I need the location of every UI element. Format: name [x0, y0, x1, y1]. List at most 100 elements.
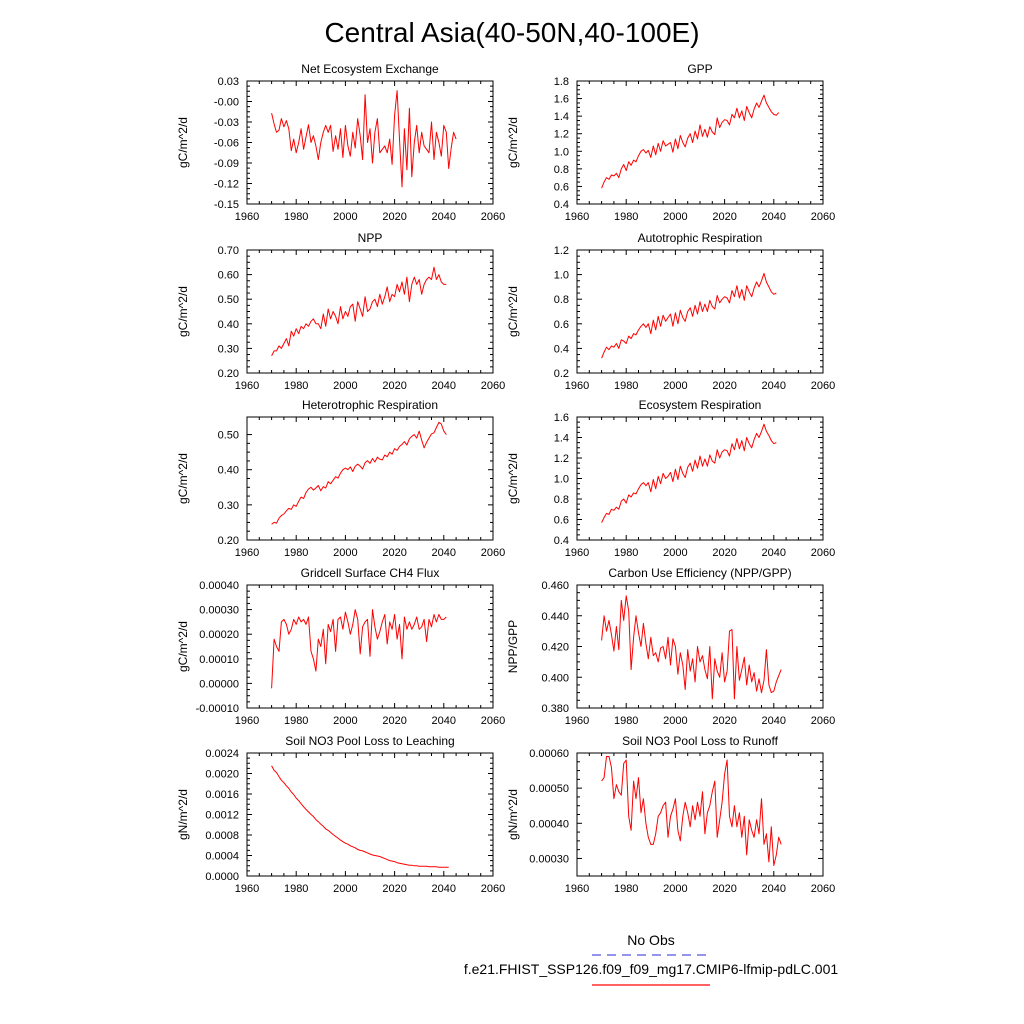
y-tick-label: 1.6 — [554, 94, 569, 106]
x-tick-label: 2020 — [382, 715, 406, 727]
x-tick-label: 2020 — [712, 883, 736, 895]
y-tick-label: -0.09 — [214, 158, 239, 170]
series-line — [601, 94, 780, 189]
x-tick-label: 1960 — [235, 380, 259, 392]
y-tick-label: 0.40 — [218, 319, 239, 331]
x-tick-label: 2060 — [481, 715, 505, 727]
x-tick-label: 2040 — [762, 547, 786, 559]
y-tick-label: 0.440 — [541, 611, 569, 623]
x-tick-label: 1960 — [565, 547, 589, 559]
x-tick-label: 2060 — [811, 883, 835, 895]
y-tick-label: 0.4 — [554, 199, 569, 211]
y-tick-label: 0.8 — [554, 494, 569, 506]
legend: No Obs f.e21.FHIST_SSP126.f09_f09_mg17.C… — [464, 932, 838, 986]
x-tick-label: 2000 — [333, 211, 357, 223]
y-tick-label: 0.00040 — [529, 818, 569, 830]
series-line — [601, 423, 777, 523]
panel-title: Soil NO3 Pool Loss to Runoff — [622, 734, 779, 748]
panel-title: Carbon Use Efficiency (NPP/GPP) — [608, 566, 791, 580]
x-tick-label: 1960 — [235, 547, 259, 559]
y-tick-label: 1.2 — [554, 129, 569, 141]
panel-gridcell-surface-ch4-flux: 1960 1980 2000 2020 2040 2060 -0.00010 0.00000 0… — [176, 566, 505, 727]
y-tick-label: 0.0004 — [205, 851, 239, 863]
y-tick-label: 0.00040 — [199, 580, 239, 592]
panel-grid: 1960 1980 2000 2020 2040 2060 -0.15 -0.12 -0.09 -… — [176, 62, 835, 895]
y-tick-label: 0.6 — [554, 181, 569, 193]
y-tick-label: -0.06 — [214, 138, 239, 150]
x-tick-label: 2020 — [382, 211, 406, 223]
y-tick-label: 0.400 — [541, 672, 569, 684]
y-tick-label: 0.420 — [541, 642, 569, 654]
x-tick-label: 1980 — [614, 211, 638, 223]
x-tick-label: 2020 — [382, 380, 406, 392]
panel-heterotrophic-respiration: 1960 1980 2000 2020 2040 2060 0.20 0.30 0.40 0.50… — [176, 398, 505, 559]
x-tick-label: 2000 — [663, 547, 687, 559]
y-tick-label: 1.0 — [554, 146, 569, 158]
plot-frame — [246, 416, 494, 541]
x-tick-label: 2060 — [481, 211, 505, 223]
x-tick-label: 1960 — [565, 211, 589, 223]
y-tick-label: 0.00000 — [199, 678, 239, 690]
main-title: Central Asia(40-50N,40-100E) — [324, 17, 699, 48]
y-tick-label: 0.70 — [218, 245, 239, 257]
panel-gpp: 1960 1980 2000 2020 2040 2060 0.4 0.6 0.8 1.0 1.2 1… — [506, 62, 835, 223]
plot-frame — [576, 80, 824, 205]
x-tick-label: 2020 — [712, 715, 736, 727]
panel-title: NPP — [358, 231, 383, 245]
x-tick-label: 1980 — [614, 715, 638, 727]
y-tick-label: -0.12 — [214, 179, 239, 191]
plot-frame — [576, 249, 824, 374]
panel-npp: 1960 1980 2000 2020 2040 2060 0.20 0.30 0.40 0.50… — [176, 231, 505, 392]
plot-frame — [246, 584, 494, 709]
y-tick-label: -0.00010 — [196, 703, 239, 715]
x-tick-label: 1960 — [235, 883, 259, 895]
series-line — [271, 266, 447, 357]
x-tick-label: 1980 — [284, 715, 308, 727]
x-tick-label: 2040 — [432, 547, 456, 559]
y-tick-label: 0.20 — [218, 368, 239, 380]
panel-title: Soil NO3 Pool Loss to Leaching — [285, 734, 454, 748]
x-tick-label: 1960 — [235, 715, 259, 727]
x-tick-label: 1980 — [284, 547, 308, 559]
y-tick-label: 0.2 — [554, 368, 569, 380]
x-tick-label: 2060 — [481, 547, 505, 559]
y-tick-label: 0.4 — [554, 535, 569, 547]
x-tick-label: 2060 — [811, 547, 835, 559]
x-tick-label: 2040 — [762, 211, 786, 223]
y-tick-label: 0.0008 — [205, 830, 239, 842]
y-tick-label: 0.460 — [541, 580, 569, 592]
x-tick-label: 2020 — [712, 380, 736, 392]
y-tick-label: 0.00050 — [529, 783, 569, 795]
y-tick-label: 0.50 — [218, 294, 239, 306]
y-tick-label: 1.0 — [554, 474, 569, 486]
y-axis-label: gN/m^2/d — [506, 789, 520, 840]
x-tick-label: 2060 — [811, 715, 835, 727]
y-tick-label: 0.40 — [218, 465, 239, 477]
y-tick-label: -0.00 — [214, 97, 239, 109]
y-tick-label: 0.6 — [554, 515, 569, 527]
y-tick-label: 0.380 — [541, 703, 569, 715]
x-tick-label: 2060 — [811, 211, 835, 223]
x-tick-label: 1980 — [284, 380, 308, 392]
legend-label-no-obs: No Obs — [627, 932, 674, 948]
panel-title: Net Ecosystem Exchange — [301, 62, 439, 76]
y-axis-label: gC/m^2/d — [506, 286, 520, 337]
series-line — [271, 421, 447, 525]
panel-carbon-use-efficiency-npp-gpp: 1960 1980 2000 2020 2040 2060 0.380 0.400 0.420 0… — [506, 566, 835, 727]
y-tick-label: 0.50 — [218, 430, 239, 442]
y-tick-label: 1.2 — [554, 245, 569, 257]
panel-net-ecosystem-exchange: 1960 1980 2000 2020 2040 2060 -0.15 -0.12 -0.09 -… — [176, 62, 505, 223]
x-tick-label: 2040 — [432, 380, 456, 392]
x-tick-label: 1980 — [614, 380, 638, 392]
y-axis-label: gC/m^2/d — [506, 117, 520, 168]
x-tick-label: 2040 — [432, 883, 456, 895]
x-tick-label: 2060 — [481, 883, 505, 895]
x-tick-label: 2040 — [432, 715, 456, 727]
panel-title: Gridcell Surface CH4 Flux — [301, 566, 440, 580]
y-tick-label: 0.0000 — [205, 871, 239, 883]
y-tick-label: 0.00010 — [199, 654, 239, 666]
x-tick-label: 2060 — [811, 380, 835, 392]
panel-soil-no3-pool-loss-to-leaching: 1960 1980 2000 2020 2040 2060 0.0000 0.0004 0.00… — [176, 734, 505, 895]
plot-frame — [246, 752, 494, 877]
